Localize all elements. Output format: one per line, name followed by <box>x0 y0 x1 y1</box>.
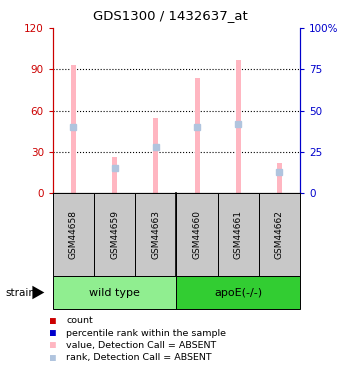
Bar <box>259 193 300 276</box>
Bar <box>94 193 135 276</box>
Text: GSM44660: GSM44660 <box>193 210 202 259</box>
Text: GSM44663: GSM44663 <box>151 210 160 259</box>
Text: apoE(-/-): apoE(-/-) <box>214 288 262 297</box>
Text: ■: ■ <box>50 353 56 363</box>
Text: ■: ■ <box>50 328 56 338</box>
Text: GSM44658: GSM44658 <box>69 210 78 259</box>
Bar <box>236 60 241 193</box>
Bar <box>135 193 177 276</box>
Text: count: count <box>66 316 93 325</box>
Text: strain: strain <box>5 288 35 297</box>
Bar <box>53 193 94 276</box>
Text: GSM44662: GSM44662 <box>275 210 284 259</box>
Bar <box>177 276 300 309</box>
Bar <box>71 65 76 193</box>
Text: GSM44659: GSM44659 <box>110 210 119 259</box>
Polygon shape <box>32 286 44 299</box>
Text: GSM44661: GSM44661 <box>234 210 243 259</box>
Bar <box>153 117 158 193</box>
Text: percentile rank within the sample: percentile rank within the sample <box>66 328 226 338</box>
Bar <box>177 193 218 276</box>
Bar <box>53 276 177 309</box>
Bar <box>277 163 282 193</box>
Bar <box>195 78 199 193</box>
Text: rank, Detection Call = ABSENT: rank, Detection Call = ABSENT <box>66 353 212 362</box>
Bar <box>218 193 259 276</box>
Text: GDS1300 / 1432637_at: GDS1300 / 1432637_at <box>93 9 248 22</box>
Bar <box>112 158 117 193</box>
Text: wild type: wild type <box>89 288 140 297</box>
Text: ■: ■ <box>50 340 56 350</box>
Text: value, Detection Call = ABSENT: value, Detection Call = ABSENT <box>66 341 217 350</box>
Text: ■: ■ <box>50 316 56 326</box>
